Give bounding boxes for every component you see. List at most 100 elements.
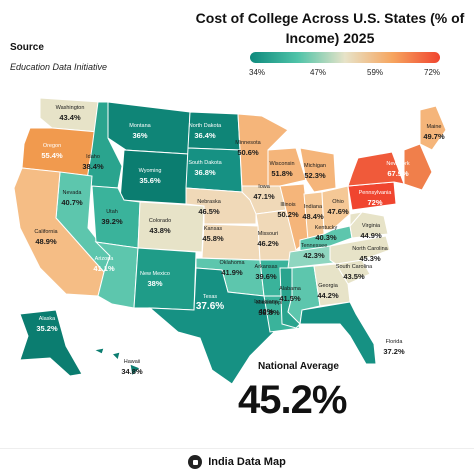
state-value-kansas: 45.8%	[202, 234, 224, 243]
state-name-nebraska: Nebraska	[197, 199, 221, 205]
state-colorado	[137, 201, 205, 253]
state-name-new-york: New York	[386, 161, 409, 167]
footer-brand: India Data Map	[0, 448, 474, 475]
state-value-new-york: 67.9%	[387, 169, 409, 178]
state-value-ohio: 47.6%	[327, 207, 349, 216]
state-value-pennsylvania: 72%	[367, 198, 382, 207]
state-hawaii	[92, 347, 141, 378]
state-value-oklahoma: 41.9%	[221, 268, 243, 277]
legend-tick-max: 72%	[423, 68, 441, 77]
page-title: Cost of College Across U.S. States (% of…	[195, 10, 465, 46]
state-name-kansas: Kansas	[204, 226, 223, 232]
state-name-florida: Florida	[386, 339, 404, 345]
legend-tick-3: 59%	[366, 68, 384, 77]
state-value-florida: 37.2%	[383, 347, 405, 356]
state-value-iowa: 47.1%	[253, 192, 275, 201]
national-average-value: 45.2%	[238, 378, 347, 422]
state-value-south-carolina: 43.5%	[343, 272, 365, 281]
state-value-colorado: 43.8%	[149, 226, 171, 235]
state-texas	[148, 267, 275, 385]
state-name-washington: Washington	[56, 105, 85, 111]
state-name-south-carolina: South Carolina	[336, 264, 373, 270]
state-name-north-dakota: North Dakota	[189, 123, 222, 129]
state-value-south-dakota: 36.8%	[194, 168, 216, 177]
state-new-england	[403, 143, 433, 191]
state-value-minnesota: 50.6%	[237, 148, 259, 157]
state-new-mexico	[133, 247, 197, 311]
state-value-wisconsin: 51.8%	[271, 169, 293, 178]
state-name-minnesota: Minnesota	[235, 140, 261, 146]
state-value-oregon: 55.4%	[41, 151, 63, 160]
state-value-new-mexico: 38%	[147, 279, 162, 288]
state-florida	[299, 301, 377, 365]
state-value-mississippi: 38.8%	[258, 308, 280, 317]
state-name-illinois: Illinois	[280, 202, 296, 208]
state-value-wyoming: 35.6%	[139, 176, 161, 185]
state-name-iowa: Iowa	[258, 184, 271, 190]
state-name-arizona: Arizona	[95, 256, 115, 262]
state-value-georgia: 44.2%	[317, 291, 339, 300]
state-value-kentucky: 40.3%	[315, 233, 337, 242]
state-value-illinois: 50.2%	[277, 210, 299, 219]
state-name-mississippi: Mississippi	[256, 300, 283, 306]
state-name-virginia: Virginia	[362, 223, 381, 229]
us-states-map: Washington 43.4% Oregon 55.4% Idaho 38.4% Mont…	[13, 97, 447, 385]
state-name-oklahoma: Oklahoma	[219, 260, 245, 266]
state-new-york	[347, 151, 405, 187]
india-data-map-logo-icon	[188, 455, 203, 469]
state-value-maine: 49.7%	[423, 132, 445, 141]
state-name-kentucky: Kentucky	[315, 225, 338, 231]
state-name-california: California	[34, 229, 58, 235]
state-value-indiana: 48.4%	[302, 212, 324, 221]
state-name-wisconsin: Wisconsin	[269, 161, 294, 167]
footer-brand-text: India Data Map	[208, 456, 286, 468]
state-name-hawaii: Hawaii	[124, 359, 141, 365]
state-name-idaho: Idaho	[86, 154, 100, 160]
state-value-alabama: 41.5%	[279, 294, 301, 303]
state-west-virginia	[349, 211, 364, 228]
state-georgia	[313, 263, 351, 307]
state-name-tennessee: Tennessee	[301, 243, 328, 249]
state-ohio	[321, 185, 351, 231]
state-value-north-carolina: 45.3%	[359, 254, 381, 263]
state-value-idaho: 38.4%	[82, 162, 104, 171]
state-michigan	[299, 147, 337, 193]
state-name-alabama: Alabama	[279, 286, 302, 292]
state-value-alaska: 35.2%	[36, 324, 58, 333]
state-value-california: 48.9%	[35, 237, 57, 246]
state-value-arizona: 41.1%	[93, 264, 115, 273]
source-label: Source	[10, 42, 44, 53]
state-value-texas: 37.6%	[196, 301, 224, 312]
state-alaska	[19, 309, 83, 377]
state-value-louisiana: 40%	[258, 307, 273, 316]
state-name-indiana: Indiana	[304, 204, 323, 210]
state-value-virginia: 44.9%	[360, 231, 382, 240]
state-value-michigan: 52.3%	[304, 171, 326, 180]
state-value-nevada: 40.7%	[61, 198, 83, 207]
state-name-louisiana: Louisiana	[254, 299, 278, 305]
state-name-ohio: Ohio	[332, 199, 344, 205]
state-maine	[419, 105, 447, 151]
state-name-wyoming: Wyoming	[139, 168, 162, 174]
state-name-michigan: Michigan	[304, 163, 326, 169]
state-north-carolina	[329, 235, 391, 265]
state-value-tennessee: 42.3%	[303, 251, 325, 260]
state-name-maine: Maine	[427, 124, 442, 130]
national-average-label: National Average	[258, 361, 339, 372]
state-name-nevada: Nevada	[63, 190, 83, 196]
legend-color-bar	[250, 52, 440, 63]
state-value-nebraska: 46.5%	[198, 207, 220, 216]
state-california	[13, 167, 105, 297]
state-name-arkansas: Arkansas	[255, 264, 278, 270]
state-wisconsin	[267, 147, 307, 187]
source-value: Education Data Initiative	[10, 62, 108, 72]
state-value-arkansas: 39.6%	[255, 272, 277, 281]
state-value-washington: 43.4%	[59, 113, 81, 122]
legend-tick-2: 47%	[309, 68, 327, 77]
state-value-missouri: 46.2%	[257, 239, 279, 248]
state-name-montana: Montana	[129, 123, 151, 129]
state-name-north-carolina: North Carolina	[352, 246, 388, 252]
state-name-south-dakota: South Dakota	[188, 160, 222, 166]
state-value-hawaii: 34.8%	[121, 367, 143, 376]
state-name-utah: Utah	[106, 209, 118, 215]
